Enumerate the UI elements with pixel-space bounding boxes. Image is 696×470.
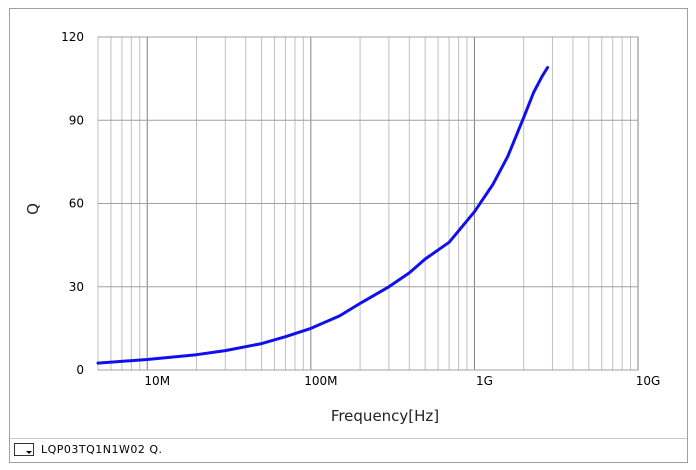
x-tick-label: 100M — [304, 374, 337, 388]
y-tick-label: 60 — [69, 197, 84, 211]
y-tick-label: 30 — [69, 280, 84, 294]
x-tick-label: 10M — [144, 374, 170, 388]
dropdown-arrow-icon — [26, 451, 32, 454]
x-axis-title: Frequency[Hz] — [331, 407, 439, 425]
y-tick-label: 90 — [69, 113, 84, 127]
legend-label: LQP03TQ1N1W02 Q. — [41, 443, 163, 456]
q-frequency-chart: 10M 100M 1G 10G 0 30 60 90 120 Frequency[Hz] Q — [24, 30, 661, 425]
legend-swatch[interactable] — [14, 443, 34, 456]
x-tick-label: 1G — [476, 374, 493, 388]
legend: LQP03TQ1N1W02 Q. — [10, 438, 687, 461]
chart-frame: 10M 100M 1G 10G 0 30 60 90 120 Frequency[Hz] Q — [9, 8, 688, 463]
y-tick-label: 120 — [61, 30, 84, 44]
series-line — [96, 66, 550, 365]
x-tick-label: 10G — [636, 374, 661, 388]
y-tick-label: 0 — [76, 363, 84, 377]
y-axis-title: Q — [24, 203, 42, 215]
